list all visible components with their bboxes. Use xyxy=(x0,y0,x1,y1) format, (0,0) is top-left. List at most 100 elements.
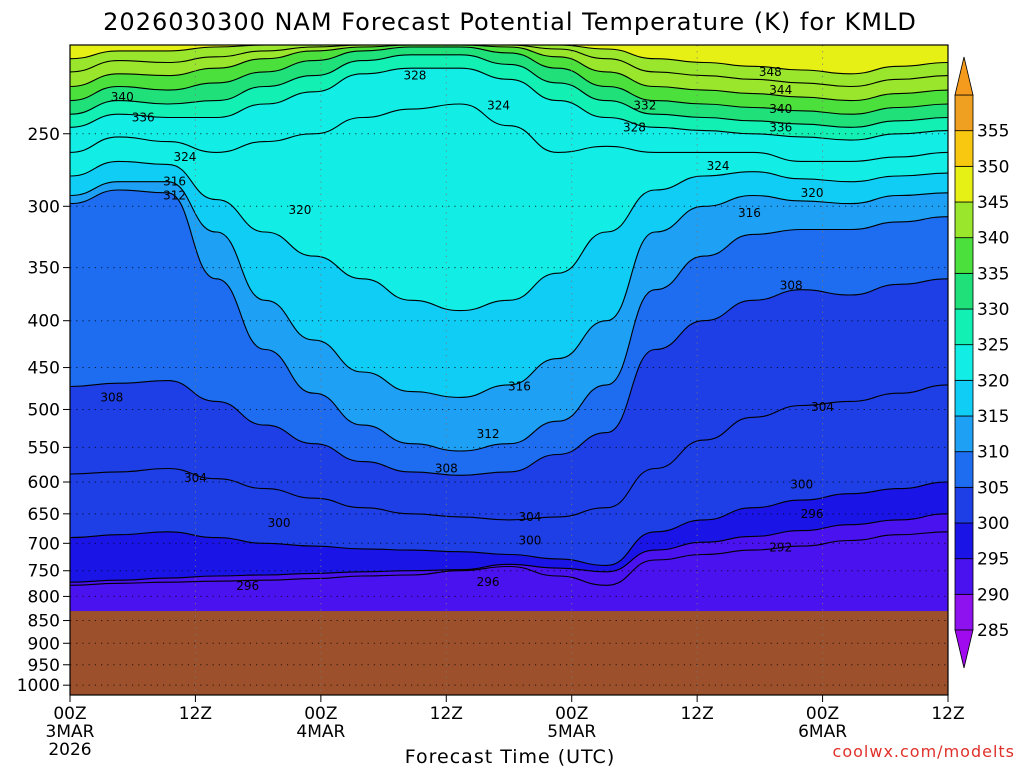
contour-label: 344 xyxy=(769,83,792,97)
colorbar-bin xyxy=(954,94,974,132)
contour-label: 316 xyxy=(738,206,761,220)
x-tick-label: 12Z xyxy=(681,704,714,724)
contour-label: 328 xyxy=(403,69,426,83)
x-tick-label: 12Z xyxy=(931,704,964,724)
colorbar-bin xyxy=(954,308,974,346)
colorbar-bin xyxy=(954,593,974,631)
y-tick-label: 450 xyxy=(28,359,60,379)
colorbar: 285 290 295 300 305 310 315 320 325 330 335 340 345 3… xyxy=(954,56,1009,669)
colorbar-tick-label: 320 xyxy=(977,371,1009,391)
contour-line xyxy=(69,46,949,115)
colorbar-bin xyxy=(954,558,974,595)
contour-label: 308 xyxy=(100,390,123,404)
contour-line xyxy=(69,513,949,583)
contour-label: 336 xyxy=(132,111,155,125)
contour-label: 300 xyxy=(518,533,541,547)
contour-line xyxy=(69,181,949,398)
contour-label: 296 xyxy=(236,579,259,593)
contour-label: 300 xyxy=(790,478,813,492)
contour-line xyxy=(69,44,949,102)
contour-label: 308 xyxy=(435,462,458,476)
contour-label: 300 xyxy=(268,516,291,530)
y-tick-label: 900 xyxy=(28,634,60,654)
contour-line xyxy=(69,189,949,452)
contour-label: 324 xyxy=(707,159,730,173)
contour-line xyxy=(69,481,949,566)
x-date-label: 6MAR xyxy=(798,722,847,742)
colorbar-bin xyxy=(954,522,974,560)
x-tick-label: 12Z xyxy=(179,704,212,724)
x-tick-label: 00Z xyxy=(304,704,337,724)
contour-label: 328 xyxy=(623,120,646,134)
contour-label: 316 xyxy=(508,380,531,394)
contour-label: 324 xyxy=(174,150,197,164)
contour-line xyxy=(69,531,949,586)
contour-label: 304 xyxy=(518,510,541,524)
contour-label: 348 xyxy=(759,65,782,79)
contour-label: 304 xyxy=(811,400,834,414)
x-tick-label: 12Z xyxy=(430,704,463,724)
plot-area xyxy=(70,45,948,695)
colorbar-bin xyxy=(954,415,974,453)
colorbar-tick-label: 340 xyxy=(977,229,1009,249)
colorbar-bin xyxy=(954,130,974,167)
y-tick-label: 500 xyxy=(28,400,60,420)
colorbar-tick-label: 315 xyxy=(977,407,1009,427)
colorbar-tick-label: 350 xyxy=(977,157,1009,177)
grid-lines xyxy=(69,44,949,696)
y-tick-label: 700 xyxy=(28,534,60,554)
y-axis: 2503003504004505005506006507007508008509… xyxy=(17,125,70,696)
contour-label: 316 xyxy=(163,175,186,189)
contour-label: 304 xyxy=(184,471,207,485)
y-tick-label: 300 xyxy=(28,197,60,217)
x-year-label: 2026 xyxy=(48,740,91,760)
chart-title: 2026030300 NAM Forecast Potential Temper… xyxy=(103,8,917,36)
terrain-mask xyxy=(70,611,948,695)
x-date-label: 3MAR xyxy=(46,722,95,742)
contour-line xyxy=(69,278,949,476)
colorbar-bin xyxy=(954,486,974,524)
y-tick-label: 950 xyxy=(28,656,60,676)
contour-label: 340 xyxy=(769,102,792,116)
y-tick-label: 750 xyxy=(28,562,60,582)
contour-label: 336 xyxy=(769,120,792,134)
contour-line xyxy=(69,384,949,521)
contour-label: 296 xyxy=(801,507,824,521)
contour-line xyxy=(69,103,949,162)
contour-label: 320 xyxy=(288,203,311,217)
colorbar-bin xyxy=(954,237,974,274)
contour-label: 296 xyxy=(477,575,500,589)
y-tick-label: 350 xyxy=(28,259,60,279)
source-credit: coolwx.com/modelts xyxy=(833,742,1015,761)
colorbar-tick-label: 300 xyxy=(977,514,1009,534)
colorbar-tick-label: 330 xyxy=(977,300,1009,320)
contour-lines xyxy=(69,44,949,586)
colorbar-tick-label: 355 xyxy=(977,122,1009,142)
colorbar-tick-label: 305 xyxy=(977,478,1009,498)
y-tick-label: 550 xyxy=(28,438,60,458)
x-tick-label: 00Z xyxy=(555,704,588,724)
colorbar-tick-label: 345 xyxy=(977,193,1009,213)
contour-label: 312 xyxy=(163,189,186,203)
colorbar-bin xyxy=(954,272,974,310)
y-tick-label: 400 xyxy=(28,312,60,332)
colorbar-tick-label: 290 xyxy=(977,585,1009,605)
colorbar-tick-label: 285 xyxy=(977,621,1009,641)
colorbar-bin xyxy=(954,165,974,203)
y-tick-label: 650 xyxy=(28,505,60,525)
colorbar-bin xyxy=(954,344,974,381)
x-tick-label: 00Z xyxy=(53,704,86,724)
colorbar-tick-label: 335 xyxy=(977,264,1009,284)
y-tick-label: 600 xyxy=(28,473,60,493)
contour-label: 324 xyxy=(487,99,510,113)
contour-label: 312 xyxy=(477,427,500,441)
x-date-label: 5MAR xyxy=(547,722,596,742)
x-tick-label: 00Z xyxy=(806,704,839,724)
colorbar-bin xyxy=(954,451,974,488)
contour-label: 340 xyxy=(111,90,134,104)
colorbar-tick-label: 295 xyxy=(977,550,1009,570)
y-tick-label: 1000 xyxy=(17,676,60,696)
fill-band xyxy=(70,45,948,74)
contour-label: 292 xyxy=(769,540,792,554)
